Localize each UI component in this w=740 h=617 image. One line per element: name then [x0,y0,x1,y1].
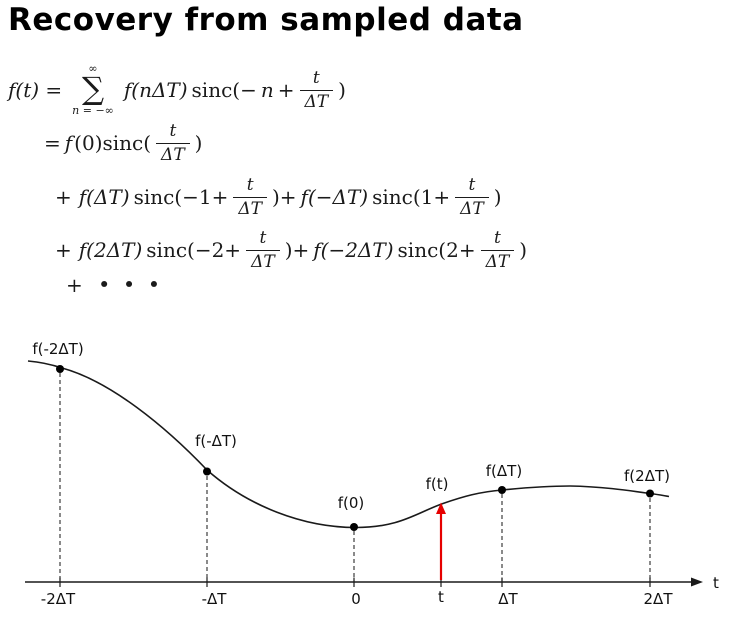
equation-line-5: + ••• [64,274,173,296]
point-label-ft: f(t) [426,475,449,493]
sample-droplines [59,373,651,581]
axis-label-t: t [438,588,444,606]
point-label-zero: f(0) [338,494,365,512]
eq1-close-paren: ) [338,78,346,102]
sigma-icon: ∑ [81,71,105,108]
sample-dot-minus1dt [203,467,211,476]
point-label-minus2dt: f(-2ΔT) [32,340,83,358]
summation-symbol: ∞ ∑ n = −∞ [72,63,114,117]
fraction-t-over-dt: t ΔT [233,176,267,218]
eq2-f: f [64,131,73,155]
eq3-paren-plus: )+ [271,185,297,209]
axis-ticks [59,577,651,587]
fraction-t-over-dt: t ΔT [299,69,334,111]
signal-curve [27,360,670,529]
sample-dot-minus2dt [56,365,64,373]
axis-label-minus2dt: -2ΔT [41,590,76,608]
eq3-plus: + [55,185,72,209]
axis-name-t: t [713,574,719,592]
eq3-sinc2: sinc(1+ [372,185,451,209]
eq2-close-paren: ) [194,131,203,155]
equation-line-4: + f(2ΔT) sinc(−2+ t ΔT )+ f(−2ΔT) sinc(2… [53,228,529,272]
equation-line-1: f(t) = ∞ ∑ n = −∞ f(nΔT) sinc(− n + t ΔT… [6,62,348,118]
eq4-close-paren: ) [519,238,528,262]
eq4-term2: f(−2ΔT) [313,238,394,262]
sample-dot-plus2dt [646,489,654,498]
eq3-term: f(ΔT) [78,185,130,209]
eq5-plus: + [66,273,83,297]
eq1-lhs: f(t) = [8,78,63,102]
eq4-plus: + [55,238,72,262]
fraction-t-over-dt: t ΔT [246,229,280,271]
eq3-sinc: sinc(−1+ [133,185,229,209]
axis-label-minus1dt: -ΔT [202,590,228,608]
axis-label-plus1dt: ΔT [498,590,518,608]
eq4-paren-plus: )+ [284,238,310,262]
eq1-sinc: sinc(− [191,78,257,102]
point-label-plus2dt: f(2ΔT) [624,467,670,485]
eq3-close-paren: ) [493,185,502,209]
sample-points [56,365,654,531]
sum-upper-limit: ∞ [88,62,98,76]
point-label-plus1dt: f(ΔT) [486,462,522,480]
axis-label-plus2dt: 2ΔT [644,590,674,608]
eq2-equals: = [44,131,61,155]
eq4-term: f(2ΔT) [78,238,143,262]
eq1-term: f(nΔT) [123,78,188,102]
fraction-t-over-dt: t ΔT [455,176,489,218]
sample-dot-zero [350,523,358,531]
sampling-diagram: f(-2ΔT) f(-ΔT) f(0) f(t) f(ΔT) f(2ΔT) -2… [25,340,719,608]
eq4-sinc2: sinc(2+ [397,238,476,262]
eq3-term2: f(−ΔT) [300,185,369,209]
axis-label-zero: 0 [351,590,361,608]
axis-arrowhead-icon [691,577,703,587]
ellipsis-dots: ••• [98,274,174,295]
sum-lower-limit: n = −∞ [72,103,114,117]
eq2-sinc: (0)sinc( [74,131,152,155]
eq1-plus: + [277,78,295,102]
equation-line-3: + f(ΔT) sinc(−1+ t ΔT )+ f(−ΔT) sinc(1+ … [53,175,504,219]
eq4-sinc: sinc(−2+ [146,238,242,262]
eq1-var-n: n [260,78,274,102]
point-label-minus1dt: f(-ΔT) [195,432,237,450]
fraction-t-over-dt: t ΔT [156,122,190,164]
equation-line-2: = f (0)sinc( t ΔT ) [42,121,204,165]
interp-arrowhead-icon [436,502,446,514]
sample-dot-plus1dt [498,486,506,494]
fraction-t-over-dt: t ΔT [480,229,515,271]
page-title: Recovery from sampled data [8,2,524,38]
